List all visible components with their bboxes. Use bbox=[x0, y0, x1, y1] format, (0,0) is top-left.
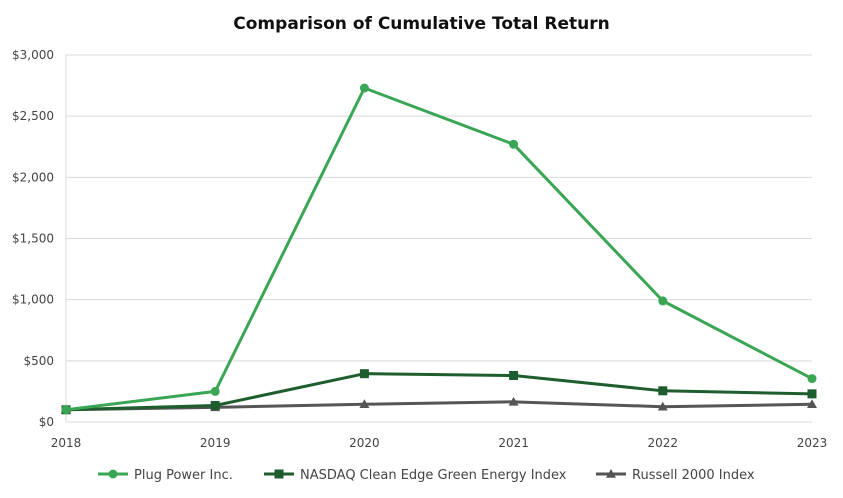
legend-marker bbox=[108, 469, 118, 479]
x-tick-label: 2022 bbox=[648, 436, 679, 450]
series-line bbox=[65, 400, 813, 412]
data-point bbox=[807, 399, 817, 409]
x-tick-label: 2019 bbox=[200, 436, 231, 450]
x-tick-label: 2023 bbox=[797, 436, 828, 450]
data-point bbox=[509, 139, 519, 149]
x-tick-label: 2018 bbox=[51, 436, 82, 450]
data-point bbox=[61, 405, 71, 415]
data-point bbox=[509, 371, 519, 381]
data-point bbox=[807, 374, 817, 384]
data-point bbox=[359, 83, 369, 93]
x-tick-label: 2020 bbox=[349, 436, 380, 450]
legend-item-2: Russell 2000 Index bbox=[596, 468, 755, 483]
series-layer bbox=[61, 83, 817, 415]
y-tick-label: $2,000 bbox=[12, 170, 54, 184]
data-point bbox=[508, 396, 519, 406]
legend-marker bbox=[606, 469, 616, 478]
chart-title: Comparison of Cumulative Total Return bbox=[233, 14, 610, 34]
gridlines bbox=[66, 54, 812, 423]
data-point bbox=[657, 401, 668, 411]
legend-label: Russell 2000 Index bbox=[632, 468, 755, 483]
legend-item-1: NASDAQ Clean Edge Green Energy Index bbox=[264, 468, 567, 483]
series-line bbox=[65, 86, 813, 412]
legend-item-0: Plug Power Inc. bbox=[98, 468, 233, 483]
legend: Plug Power Inc. NASDAQ Clean Edge Green E… bbox=[98, 468, 755, 483]
series-0 bbox=[61, 83, 817, 415]
y-tick-label: $2,500 bbox=[12, 109, 54, 123]
x-tick-label: 2021 bbox=[498, 436, 529, 450]
y-tick-label: $3,000 bbox=[12, 48, 54, 62]
axes: $0 $500 $1,000 $1,500 $2,000 $2,500 $3,000 2018… bbox=[12, 48, 827, 450]
data-point bbox=[359, 369, 369, 379]
data-point bbox=[658, 296, 668, 306]
y-tick-label: $500 bbox=[23, 354, 54, 368]
data-point bbox=[210, 386, 220, 396]
y-tick-label: $0 bbox=[39, 415, 54, 429]
data-point bbox=[210, 400, 220, 410]
y-tick-label: $1,500 bbox=[12, 232, 54, 246]
data-point bbox=[658, 386, 668, 396]
data-point bbox=[807, 389, 817, 399]
legend-label: NASDAQ Clean Edge Green Energy Index bbox=[300, 468, 567, 483]
legend-marker bbox=[274, 469, 284, 479]
data-point bbox=[359, 399, 370, 409]
legend-label: Plug Power Inc. bbox=[134, 468, 233, 483]
y-tick-label: $1,000 bbox=[12, 293, 54, 307]
series-line bbox=[65, 372, 813, 412]
